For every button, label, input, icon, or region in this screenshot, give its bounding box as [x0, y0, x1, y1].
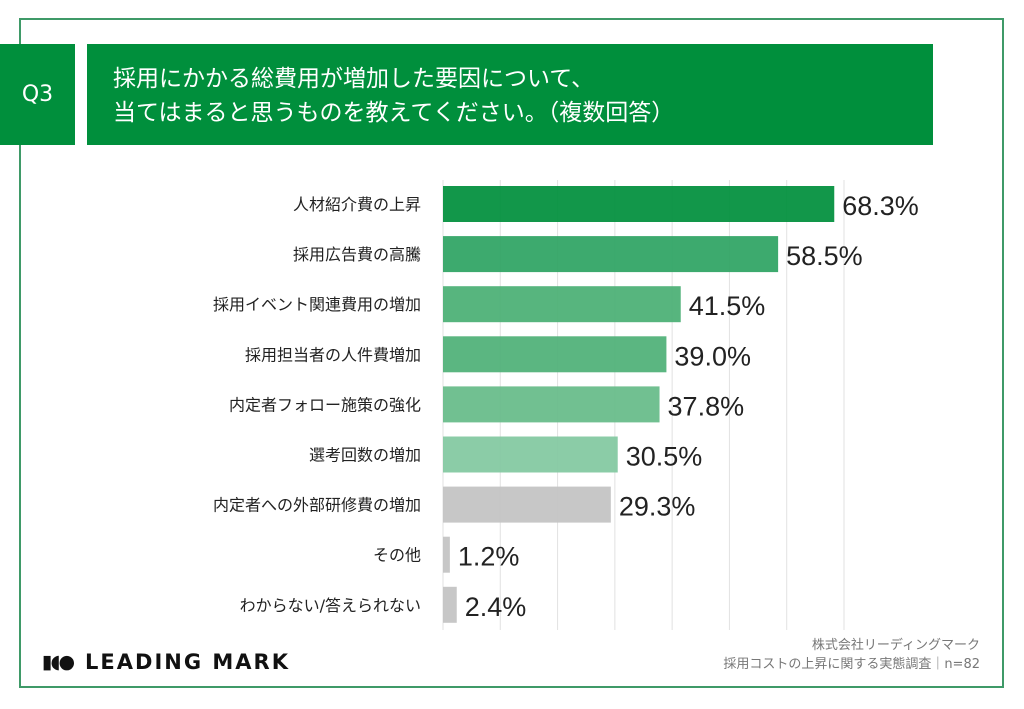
value-label: 37.8% — [668, 391, 745, 421]
source-survey: 採用コストの上昇に関する実態調査｜n=82 — [723, 657, 980, 672]
source-company: 株式会社リーディングマーク — [811, 638, 980, 653]
value-label: 41.5% — [689, 291, 766, 321]
question-title: 採用にかかる総費用が増加した要因について、 当てはまると思うものを教えてください… — [87, 44, 933, 145]
logo-mark-icon: ▮◖● — [42, 651, 75, 673]
category-label: その他 — [373, 546, 421, 565]
value-label: 39.0% — [674, 341, 751, 371]
category-label: 人材紹介費の上昇 — [293, 195, 421, 214]
value-label: 30.5% — [626, 442, 703, 472]
chart-frame — [19, 18, 1004, 688]
bar — [443, 486, 611, 523]
bar — [443, 336, 667, 373]
category-label: 内定者フォロー施策の強化 — [229, 395, 421, 414]
leading-mark-logo: ▮◖● LEADING MARK — [42, 650, 290, 674]
bar — [443, 436, 618, 473]
category-label: 内定者への外部研修費の増加 — [213, 496, 421, 515]
value-label: 1.2% — [458, 542, 520, 572]
category-label: 採用広告費の高騰 — [293, 245, 421, 264]
question-title-line1: 採用にかかる総費用が増加した要因について、 — [113, 66, 595, 92]
logo-text: LEADING MARK — [85, 650, 290, 674]
bar — [443, 536, 450, 573]
bar — [443, 286, 681, 323]
value-label: 2.4% — [465, 592, 527, 622]
value-label: 68.3% — [842, 191, 919, 221]
category-label: 採用担当者の人件費増加 — [245, 345, 421, 364]
source-note: 株式会社リーディングマーク 採用コストの上昇に関する実態調査｜n=82 — [723, 636, 980, 674]
value-label: 58.5% — [786, 241, 863, 271]
bar — [443, 236, 779, 273]
category-label: わからない/答えられない — [240, 596, 421, 615]
question-number: Q3 — [0, 44, 75, 145]
bar — [443, 386, 660, 423]
question-title-line2: 当てはまると思うものを教えてください。（複数回答） — [113, 100, 675, 126]
bar — [443, 186, 835, 222]
category-label: 選考回数の増加 — [309, 446, 421, 465]
bar — [443, 586, 457, 623]
category-label: 採用イベント関連費用の増加 — [213, 295, 421, 314]
value-label: 29.3% — [619, 492, 696, 522]
